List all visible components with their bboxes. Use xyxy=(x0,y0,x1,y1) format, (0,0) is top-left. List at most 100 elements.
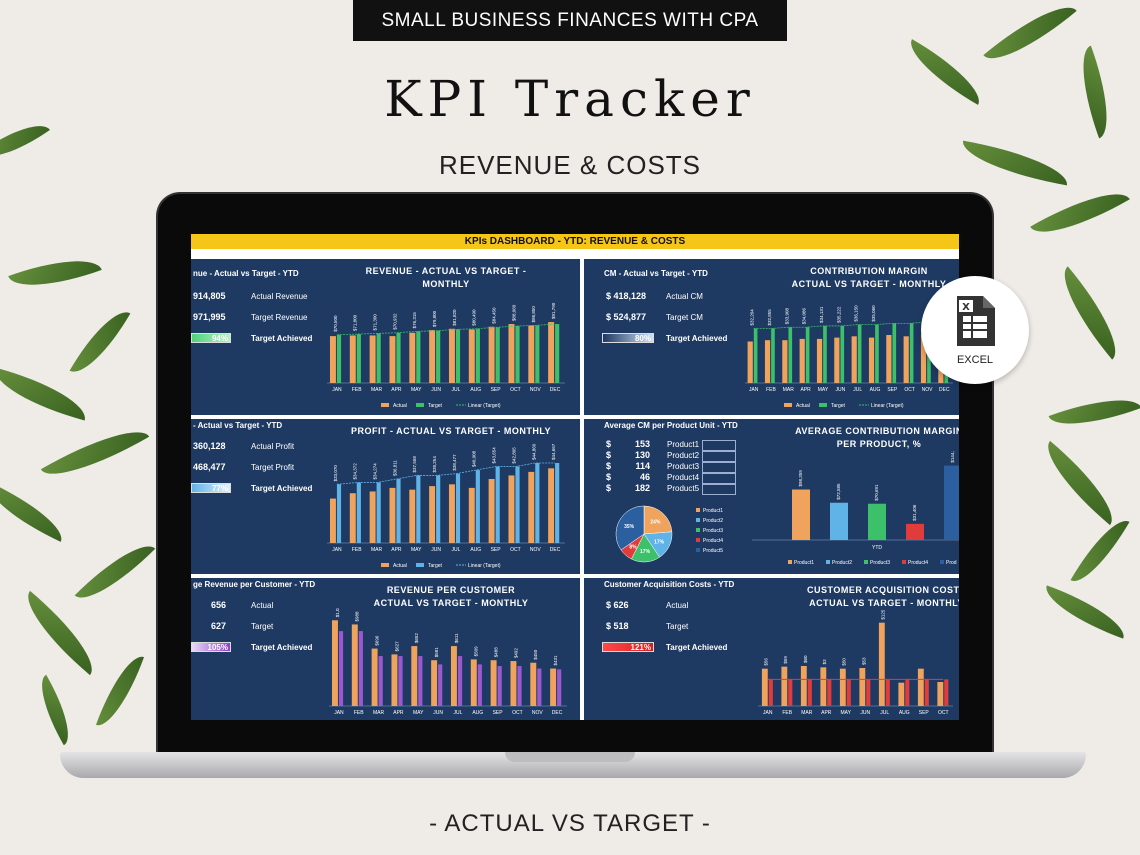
data-label: $3 xyxy=(822,659,827,665)
actual-bar xyxy=(764,340,771,383)
pie-data-label: 24% xyxy=(650,520,661,526)
avg-cm-product-label: Product4 xyxy=(667,473,700,482)
data-label: $1,033 xyxy=(335,608,340,617)
cac-actual-value: $ 626 xyxy=(606,600,629,610)
brand-banner: SMALL BUSINESS FINANCES WITH CPA xyxy=(353,0,787,41)
pie-data-label: 17% xyxy=(654,539,665,545)
x-tick-label: OCT xyxy=(512,710,523,716)
pie-data-label: 17% xyxy=(640,549,651,555)
target-bar xyxy=(788,679,793,706)
data-label: $36,150 xyxy=(854,305,859,322)
x-tick-label: MAY xyxy=(818,387,829,393)
actual-bar xyxy=(490,660,497,706)
data-label: $79,800 xyxy=(432,310,437,327)
data-label: $71,300 xyxy=(373,314,378,331)
target-bar xyxy=(398,656,403,706)
x-tick-label: AUG xyxy=(470,547,481,553)
target-bar xyxy=(805,327,810,383)
rev-customer-kpi-title: ge Revenue per Customer - YTD xyxy=(193,580,316,589)
x-tick-label: AUG xyxy=(870,387,881,393)
target-trendline xyxy=(336,323,556,336)
actual-bar xyxy=(331,620,338,706)
actual-bar xyxy=(411,646,418,706)
target-bar xyxy=(555,324,560,383)
actual-bar xyxy=(550,668,557,706)
target-bar xyxy=(396,332,401,383)
x-tick-label: JUN xyxy=(860,710,870,716)
target-bar xyxy=(515,466,520,543)
target-bar xyxy=(416,475,421,543)
actual-bar xyxy=(859,668,866,706)
actual-bar xyxy=(781,666,788,706)
actual-bar xyxy=(409,489,416,543)
dashboard-header: KPIs DASHBOARD - YTD: REVENUE & COSTS xyxy=(191,234,959,249)
avg-cm-input-box[interactable] xyxy=(702,484,736,495)
legend-label: Actual xyxy=(393,403,407,409)
x-tick-label: OCT xyxy=(510,387,521,393)
actual-bar xyxy=(468,329,475,383)
profit-chart-title: PROFIT - ACTUAL VS TARGET - MONTHLY xyxy=(351,426,551,436)
avg-cm-value: 182 xyxy=(634,483,650,493)
actual-bar xyxy=(530,662,537,706)
x-tick-label: JUN xyxy=(431,387,441,393)
target-bar xyxy=(840,325,845,383)
actual-bar xyxy=(409,332,416,383)
actual-bar xyxy=(868,337,875,383)
legend-swatch xyxy=(381,563,389,567)
target-bar xyxy=(866,679,871,706)
target-bar xyxy=(909,323,914,383)
avg-cm-product-label: Product5 xyxy=(667,484,700,493)
actual-bar xyxy=(903,336,909,383)
x-tick-label: FEB xyxy=(352,547,362,553)
data-label: $35,222 xyxy=(836,306,841,323)
x-tick-label: MAY xyxy=(413,710,424,716)
x-tick-label: JAN xyxy=(763,710,773,716)
profit-kpi-title: - Actual vs Target - YTD xyxy=(193,421,283,430)
data-label: $32,204 xyxy=(750,309,755,326)
data-label: $70,500 xyxy=(333,315,338,332)
pie-legend-label: Product5 xyxy=(703,548,723,554)
target-trendline xyxy=(753,321,945,329)
cm-target-label: Target CM xyxy=(666,313,703,322)
revenue-target-value: 971,995 xyxy=(193,312,226,322)
x-tick-label: JAN xyxy=(749,387,759,393)
avg-cm-currency: $ xyxy=(606,439,612,449)
actual-bar xyxy=(429,486,436,543)
actual-bar xyxy=(851,336,857,383)
target-bar xyxy=(905,679,910,706)
actual-bar xyxy=(878,622,885,706)
bar xyxy=(868,503,886,540)
actual-bar xyxy=(369,491,376,543)
x-tick-label: MAY xyxy=(841,710,852,716)
actual-bar xyxy=(389,487,396,543)
target-bar xyxy=(515,326,520,383)
avg-cm-input-box[interactable] xyxy=(702,440,736,451)
target-bar xyxy=(846,679,851,706)
data-label: $44,667 xyxy=(551,443,556,460)
profit-chart: JAN $33,070 FEB $34,372 MAR $34,274 APR $36,811… xyxy=(327,443,565,569)
profit-panel: - Actual vs Target - YTD 360,128 Actual … xyxy=(191,419,580,574)
profit-target-label: Target Profit xyxy=(251,463,295,472)
x-tick-label: AUG xyxy=(472,710,483,716)
target-bar xyxy=(892,323,897,383)
actual-bar xyxy=(488,479,495,543)
x-tick-label: APR xyxy=(391,387,402,393)
avg-cm-input-box[interactable] xyxy=(702,451,736,462)
legend-label: Target xyxy=(831,403,846,409)
actual-bar xyxy=(886,335,892,383)
x-tick-label: MAR xyxy=(783,387,795,393)
data-label: $33,070 xyxy=(333,465,338,482)
cm-kpi-title: CM - Actual vs Target - YTD xyxy=(604,269,708,278)
avg-cm-input-box[interactable] xyxy=(702,462,736,473)
avg-cm-currency: $ xyxy=(606,472,612,482)
avg-cm-bar-chart: $98,359 $72,585 $70,691 $31,406 $144,888 YTD P… xyxy=(752,451,959,566)
avg-cm-input-box[interactable] xyxy=(702,473,736,484)
actual-bar xyxy=(448,328,455,383)
target-bar xyxy=(457,656,463,706)
rev-customer-chart: JAN $1,033 FEB $988 MAR $696 APR $627 MAY $652 JUN… xyxy=(329,608,567,716)
target-bar xyxy=(823,325,827,383)
rev-customer-actual-value: 656 xyxy=(211,600,227,610)
x-tick-label: JUL xyxy=(453,710,462,716)
actual-bar xyxy=(349,335,356,383)
actual-bar xyxy=(920,335,927,383)
